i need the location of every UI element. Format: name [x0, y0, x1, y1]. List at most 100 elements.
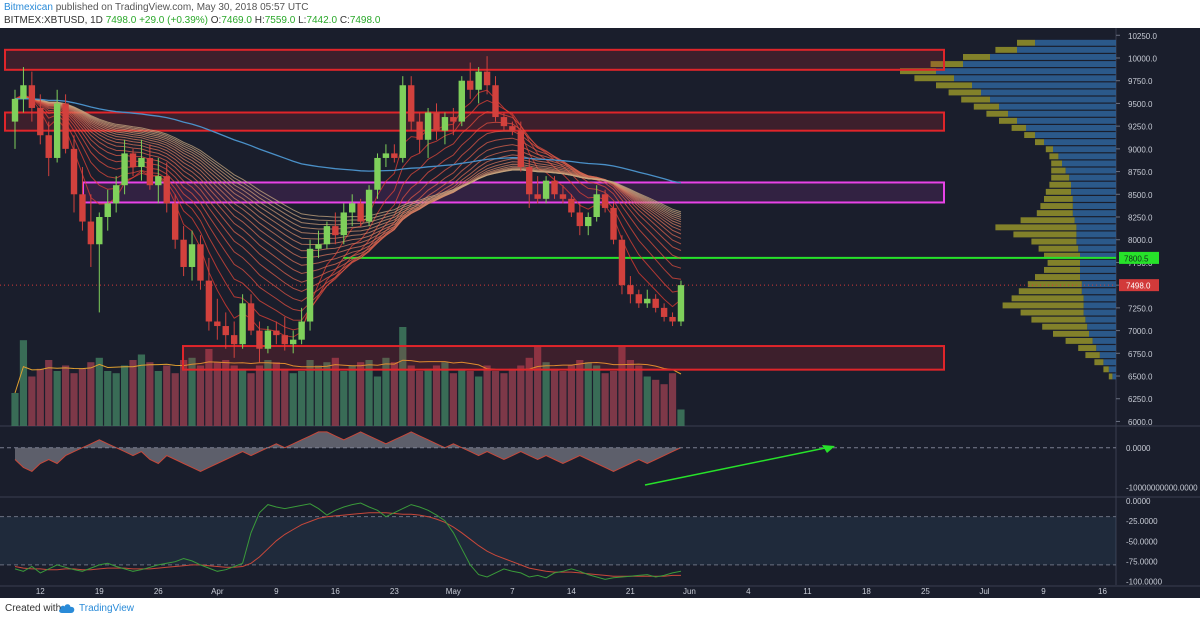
oscillator-area — [15, 431, 681, 472]
candle-body — [256, 330, 263, 349]
volume-profile-bar — [1031, 316, 1086, 323]
volume-ma-line — [14, 359, 682, 394]
volume-bar — [357, 362, 365, 426]
ohlc-legend: BITMEX:XBTUSD, 1D 7498.0 +29.0 (+0.39%) … — [4, 15, 380, 26]
volume-profile-bar — [1011, 295, 1084, 302]
volume-profile-bar — [1058, 153, 1116, 160]
volume-profile-bar — [1078, 345, 1097, 351]
high-value: 7559.0 — [264, 15, 296, 26]
volume-profile-bar — [930, 61, 963, 68]
volume-bar — [230, 365, 238, 426]
symbol-label: BITMEX:XBTUSD, 1D — [4, 15, 103, 26]
volume-profile-bar — [914, 75, 954, 82]
candle-body — [163, 176, 170, 204]
candle-body — [458, 80, 465, 122]
volume-profile-bar — [1044, 195, 1073, 202]
price-chart-svg[interactable]: 10250.0 10000.0 9750.0 9500.0 9250.0 9000.0 87… — [0, 28, 1200, 598]
ema-ribbon-line — [14, 97, 682, 259]
divergence-arrowhead — [822, 445, 835, 453]
open-label: O: — [210, 15, 222, 26]
volume-bar — [466, 371, 474, 426]
price-change: +29.0 (+0.39%) — [139, 15, 208, 26]
volume-bar — [677, 409, 685, 426]
candle-body — [323, 226, 331, 245]
volume-profile-bar — [1065, 337, 1093, 344]
time-axis-label: 26 — [154, 587, 163, 596]
volume-bar — [53, 371, 61, 426]
volume-bar — [331, 357, 339, 426]
volume-bar — [390, 362, 398, 426]
candle-body — [298, 321, 305, 340]
volume-profile-bar — [1020, 217, 1075, 224]
candle-body — [551, 180, 558, 195]
time-axis-label: 11 — [803, 587, 812, 596]
volume-bar — [146, 362, 154, 426]
candle-body — [315, 244, 322, 249]
volume-profile-bar — [1080, 259, 1116, 266]
publish-info: Bitmexican published on TradingView.com,… — [4, 2, 308, 13]
price-axis-label: 9500.0 — [1128, 100, 1153, 109]
volume-profile-bar — [936, 82, 972, 89]
volume-bar — [601, 373, 609, 426]
tradingview-cloud-icon — [59, 604, 75, 613]
price-axis-label: 9250.0 — [1128, 123, 1153, 132]
volume-bar — [120, 365, 129, 426]
stoch-fast-line — [14, 502, 682, 580]
price-axis-label: 6000.0 — [1128, 418, 1153, 427]
volume-bar — [188, 357, 196, 426]
volume-bar — [373, 376, 382, 426]
volume-profile-bar — [986, 110, 1008, 117]
tradingview-brand[interactable]: TradingView — [79, 603, 135, 614]
candle-body — [526, 167, 533, 195]
publish-text: published on TradingView.com, May 30, 20… — [55, 2, 309, 13]
candle-body — [450, 117, 457, 122]
volume-bar — [213, 362, 221, 426]
volume-bar — [559, 371, 567, 426]
volume-bar — [643, 376, 651, 426]
volume-profile-bar — [963, 54, 990, 60]
volume-bar — [416, 371, 424, 426]
volume-bar — [348, 365, 356, 426]
current-price-tag — [1119, 279, 1159, 292]
resistance-zone — [182, 345, 945, 371]
volume-profile-bar — [995, 46, 1017, 53]
chart-area[interactable]: 10250.0 10000.0 9750.0 9500.0 9250.0 9000.0 87… — [0, 28, 1200, 598]
candle-body — [349, 203, 356, 213]
price-axis-label: 10250.0 — [1128, 32, 1157, 41]
volume-profile-bar — [1036, 210, 1073, 217]
volume-profile-bar — [1085, 316, 1116, 323]
volume-bar — [432, 365, 441, 426]
candle-body — [28, 85, 36, 108]
volume-bar — [483, 365, 491, 426]
volume-profile-bar — [1083, 302, 1116, 309]
candle-body — [669, 316, 676, 322]
volume-bar — [609, 371, 618, 426]
volume-profile-bar — [1024, 132, 1035, 138]
volume-profile-bar — [1035, 39, 1116, 46]
volume-profile-bar — [1045, 146, 1053, 153]
oscillator-axis-label: -10000000000.0000 — [1126, 484, 1198, 493]
volume-bar — [399, 327, 407, 426]
time-axis-label: 7 — [510, 587, 515, 596]
volume-profile-bar — [1099, 352, 1116, 359]
volume-profile-bar — [1049, 181, 1071, 188]
volume-profile-bar — [900, 68, 936, 75]
time-axis-label: Apr — [211, 587, 224, 596]
volume-profile-bar — [1026, 125, 1116, 131]
volume-profile-bar — [1076, 231, 1116, 238]
volume-profile-bar — [1074, 217, 1116, 224]
candle-body — [382, 153, 390, 158]
volume-profile-bar — [1047, 259, 1080, 266]
volume-bar — [576, 360, 584, 426]
candle-body — [180, 239, 187, 267]
volume-profile-bar — [1053, 146, 1116, 153]
time-axis-label: Jun — [683, 587, 696, 596]
time-axis-label: 16 — [331, 587, 340, 596]
candle-body — [96, 217, 103, 245]
volume-bar — [534, 346, 542, 426]
volume-bar — [163, 365, 171, 426]
volume-bar — [180, 360, 188, 426]
volume-profile-bar — [954, 75, 1116, 82]
author-name[interactable]: Bitmexican — [4, 2, 53, 13]
volume-profile-bar — [999, 103, 1116, 110]
